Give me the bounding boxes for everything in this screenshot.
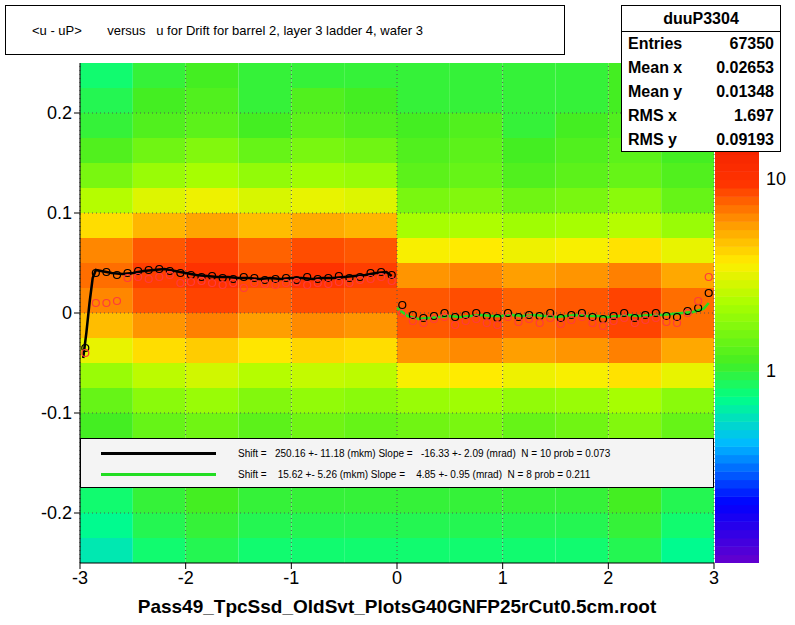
svg-text:0.1: 0.1 [47, 203, 72, 223]
svg-text:2: 2 [603, 568, 613, 588]
svg-text:-2: -2 [178, 568, 194, 588]
html-text:Shift = 15.62 +- 5.26 (mkm) Sl: Shift = 15.62 +- 5.26 (mkm) Slope = 4.85… [238, 469, 591, 480]
html-text:67350: 67350 [729, 35, 774, 52]
svg-text:-1: -1 [283, 568, 299, 588]
svg-text:1: 1 [498, 568, 508, 588]
svg-text:0: 0 [392, 568, 402, 588]
html-text:Entries: Entries [628, 35, 683, 52]
svg-text:0.2: 0.2 [47, 103, 72, 123]
html-text:0.01348: 0.01348 [716, 83, 774, 100]
svg-text:0: 0 [62, 303, 72, 323]
html-text:RMS x: RMS x [628, 107, 677, 124]
html-text:0.02653: 0.02653 [716, 59, 774, 76]
html-text:Pass49_TpcSsd_OldSvt_PlotsG40G: Pass49_TpcSsd_OldSvt_PlotsG40GNFP25rCut0… [137, 596, 657, 617]
svg-text:3: 3 [709, 568, 719, 588]
html-text:10: 10 [766, 168, 786, 189]
svg-text:-0.2: -0.2 [41, 503, 72, 523]
html-text:0.09193: 0.09193 [716, 131, 774, 148]
html-text:Mean y: Mean y [628, 83, 683, 100]
html-text:duuP3304: duuP3304 [663, 10, 739, 27]
html-text:RMS y: RMS y [628, 131, 677, 148]
html-text:Shift = 250.16 +- 11.18 (mkm): Shift = 250.16 +- 11.18 (mkm) Slope = -1… [238, 448, 611, 459]
html-text:1.697: 1.697 [734, 107, 774, 124]
svg-text:-3: -3 [72, 568, 88, 588]
svg-text:-0.1: -0.1 [41, 403, 72, 423]
html-text:1: 1 [766, 360, 776, 381]
html-text:Mean x: Mean x [628, 59, 683, 76]
html-text:<u - uP> versus u for Drift fo: <u - uP> versus u for Drift for barrel 2… [32, 22, 423, 38]
